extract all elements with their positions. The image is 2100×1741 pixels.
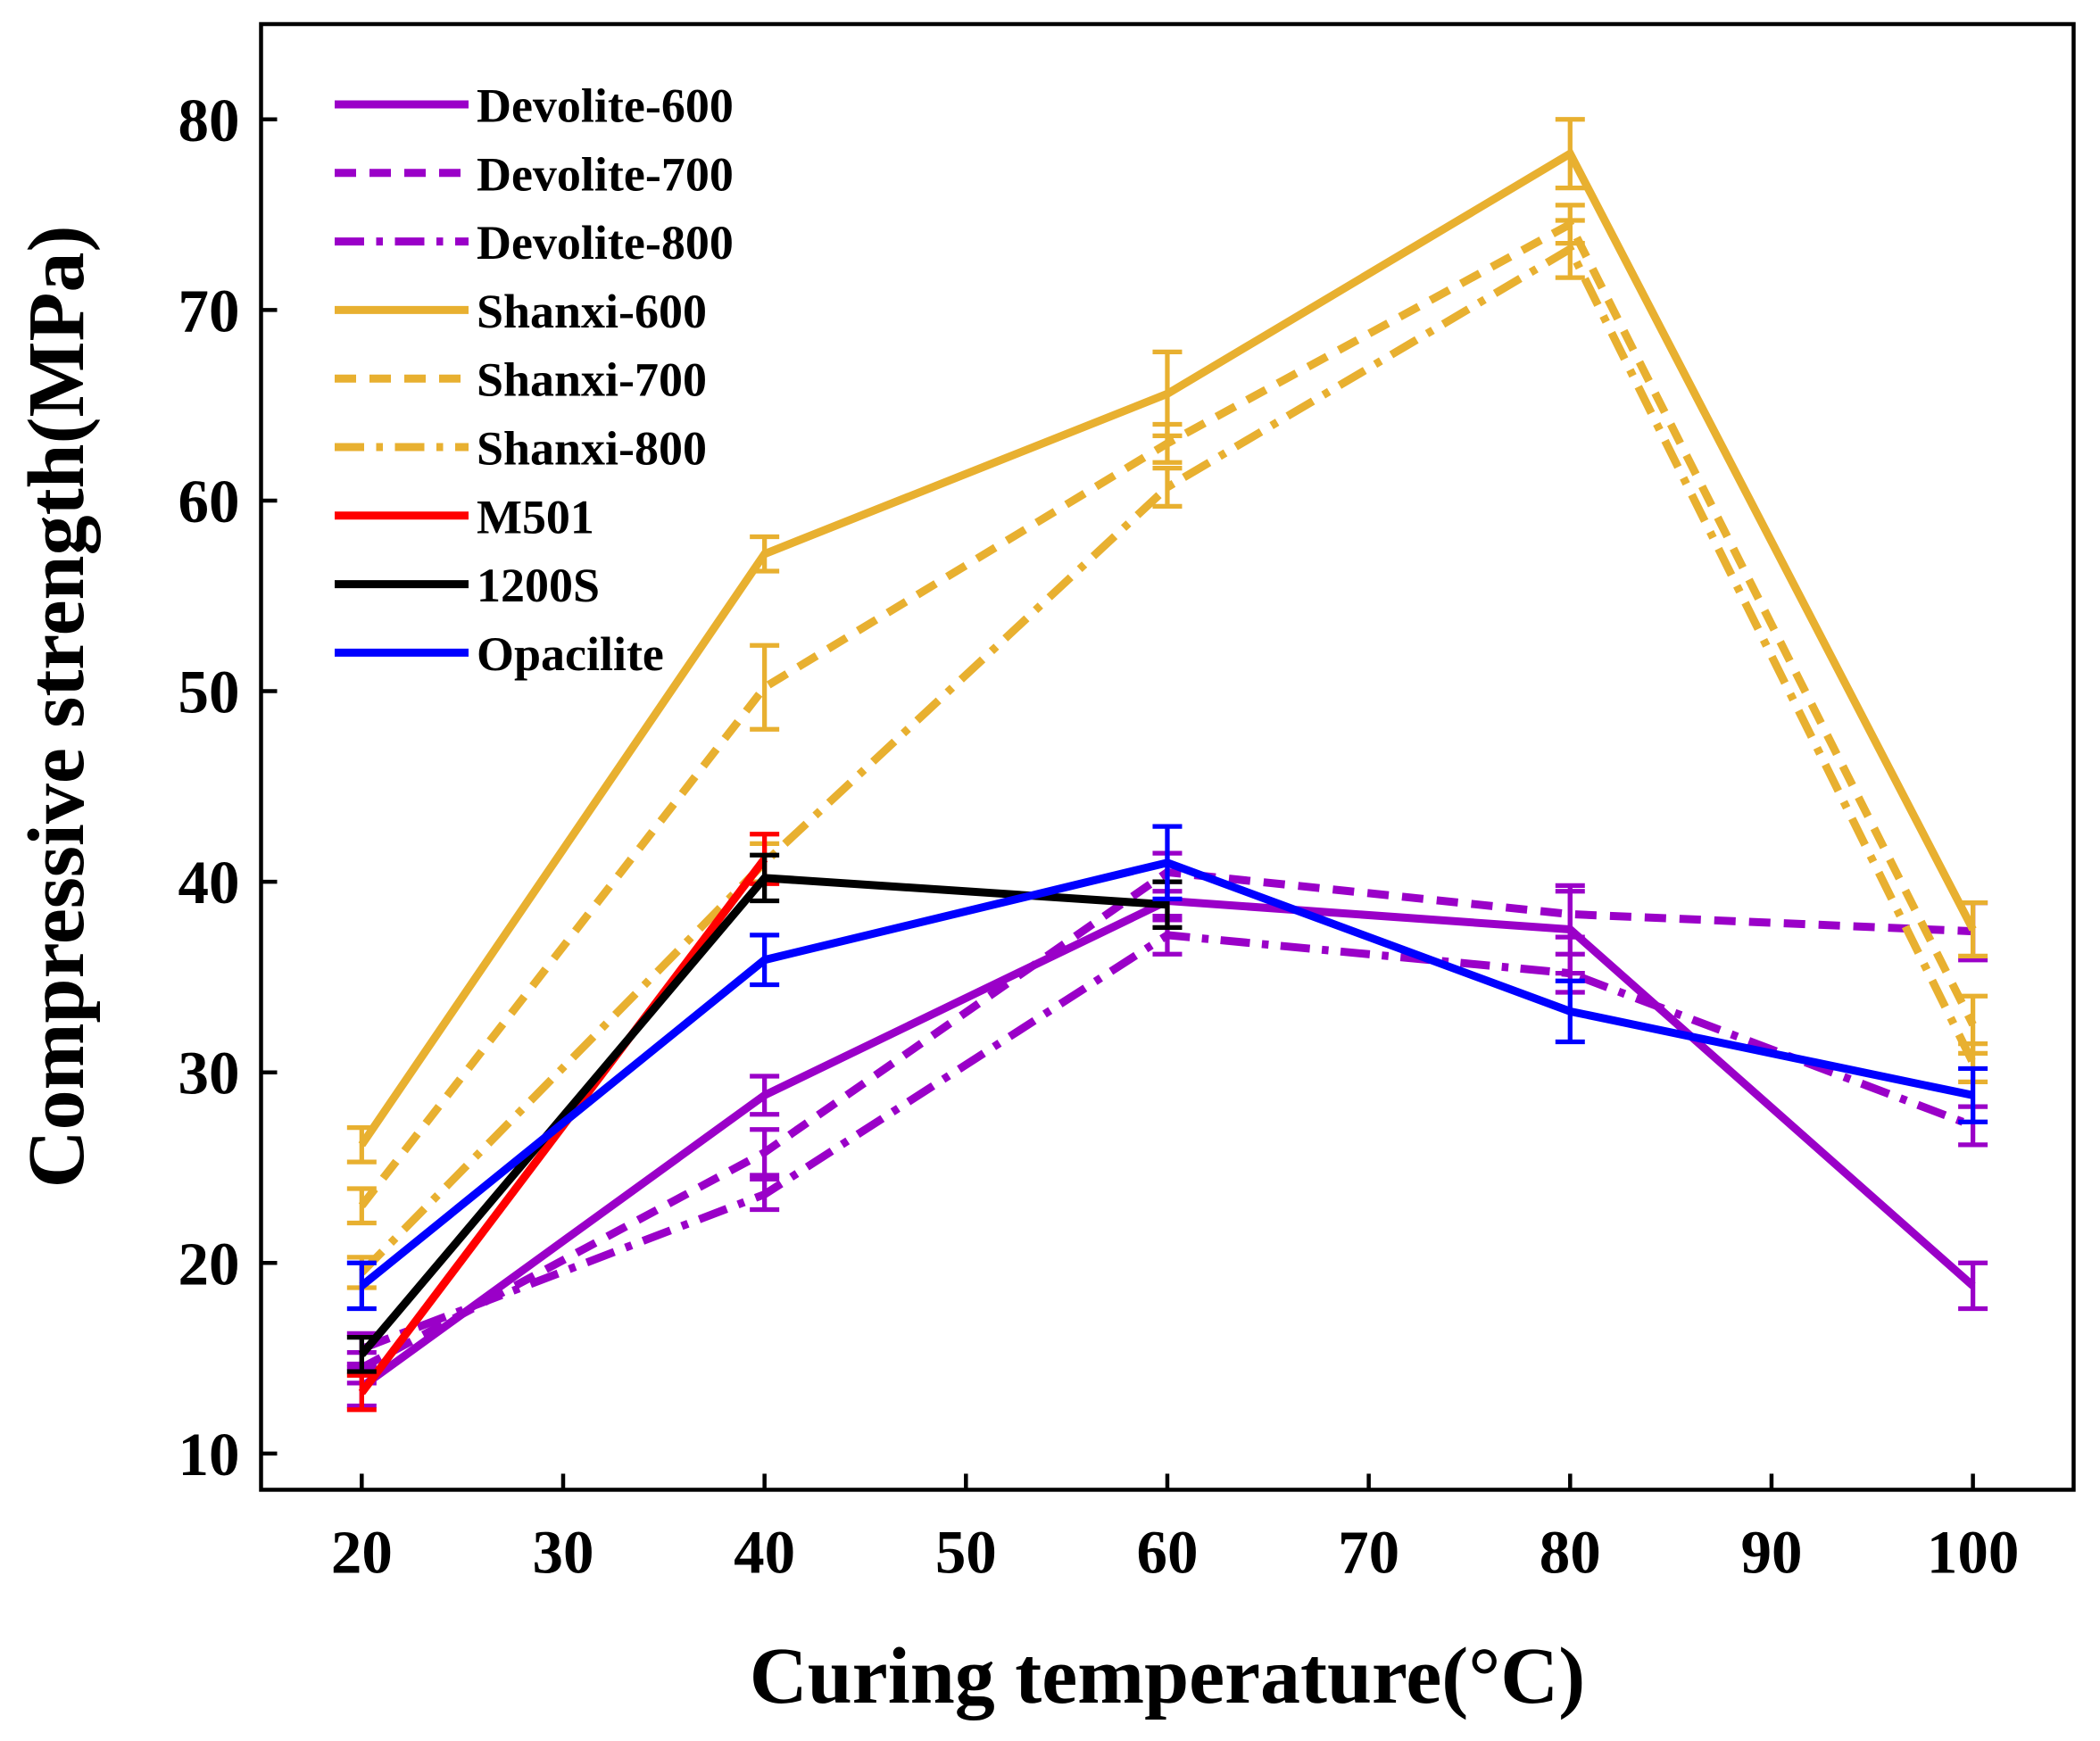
y-tick-label: 50 (178, 659, 240, 726)
legend-label: Shanxi-700 (477, 353, 707, 407)
legend-label: Devolite-600 (477, 79, 734, 132)
series-devolite-800 (346, 913, 1988, 1367)
y-axis-label: Compressive strength(MPa) (12, 226, 101, 1189)
legend-item: Shanxi-600 (334, 285, 707, 338)
y-tick-label: 20 (178, 1230, 240, 1297)
y-tick-label: 70 (178, 277, 240, 344)
legend: Devolite-600 Devolite-700 Devolite-800 Shan… (334, 79, 734, 681)
legend-item: 1200S (334, 559, 600, 612)
x-tick-label: 90 (1740, 1518, 1802, 1586)
legend-item: Shanxi-800 (334, 421, 707, 475)
series-line (359, 243, 1977, 1276)
legend-label: Opacilite (477, 627, 664, 681)
y-tick-label: 30 (178, 1040, 240, 1107)
y-tick-label: 40 (178, 849, 240, 916)
x-tick-label: 80 (1540, 1518, 1601, 1586)
series-opacilite (346, 824, 1988, 1312)
x-tick-label: 100 (1927, 1518, 2019, 1586)
x-tick-label: 70 (1338, 1518, 1399, 1586)
legend-item: Devolite-700 (334, 147, 734, 201)
legend-item: Devolite-800 (334, 216, 734, 269)
x-tick-label: 20 (331, 1518, 393, 1586)
axes: 20 30 40 50 60 70 80 90 100 10 20 30 40 50 60 70 80 (178, 87, 2020, 1587)
legend-label: Devolite-700 (477, 147, 734, 201)
legend-item: Opacilite (334, 627, 664, 681)
series-devolite-600 (346, 879, 1988, 1409)
legend-item: Shanxi-700 (334, 353, 707, 407)
series-shanxi-600 (346, 117, 1988, 1165)
y-tick-label: 60 (178, 468, 240, 535)
legend-label: Shanxi-800 (477, 421, 707, 475)
x-tick-label: 30 (532, 1518, 593, 1586)
x-tick-label: 60 (1136, 1518, 1198, 1586)
x-axis-label: Curing temperature(°C) (750, 1632, 1585, 1720)
x-tick-label: 50 (935, 1518, 997, 1586)
legend-item: M501 (334, 490, 594, 543)
series-shanxi-700 (346, 203, 1988, 1226)
legend-label: Devolite-800 (477, 216, 734, 269)
x-tick-label: 40 (734, 1518, 795, 1586)
series-line (360, 931, 1975, 1353)
legend-label: 1200S (477, 559, 600, 612)
legend-item: Devolite-600 (334, 79, 734, 132)
legend-label: M501 (477, 490, 594, 543)
series-shanxi-800 (346, 218, 1988, 1290)
y-tick-label: 80 (178, 87, 240, 154)
legend-label: Shanxi-600 (477, 285, 707, 338)
series-line (359, 896, 1976, 1390)
y-tick-label: 10 (178, 1421, 240, 1488)
series-layer (346, 117, 1988, 1413)
